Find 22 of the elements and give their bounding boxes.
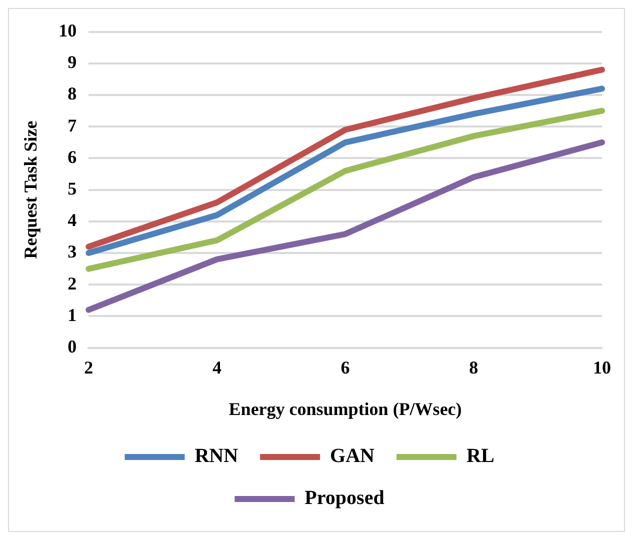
y-tick-label: 2 (68, 273, 77, 294)
y-tick-label: 6 (68, 146, 77, 167)
x-tick-label: 4 (212, 357, 222, 378)
y-tick-label: 10 (58, 20, 77, 40)
x-tick-label: 10 (593, 357, 611, 378)
x-tick-label: 8 (469, 357, 478, 378)
y-tick-label: 3 (68, 242, 77, 262)
x-tick-label: 2 (84, 357, 94, 378)
y-tick-label: 0 (68, 336, 77, 356)
x-axis-title: Energy consumption (P/Wsec) (228, 398, 462, 419)
legend-label: RNN (194, 445, 239, 468)
x-tick-label: 6 (340, 357, 350, 378)
y-axis-title: Request Task Size (20, 120, 40, 259)
legend-label: RL (466, 445, 494, 468)
y-tick-label: 9 (68, 52, 77, 72)
y-tick-label: 5 (68, 178, 77, 198)
y-tick-label: 1 (68, 304, 77, 325)
legend-label: Proposed (304, 487, 384, 510)
y-tick-label: 4 (68, 210, 77, 230)
y-tick-label: 7 (68, 115, 77, 136)
legend-label: GAN (330, 445, 376, 468)
y-tick-label: 8 (68, 84, 77, 104)
